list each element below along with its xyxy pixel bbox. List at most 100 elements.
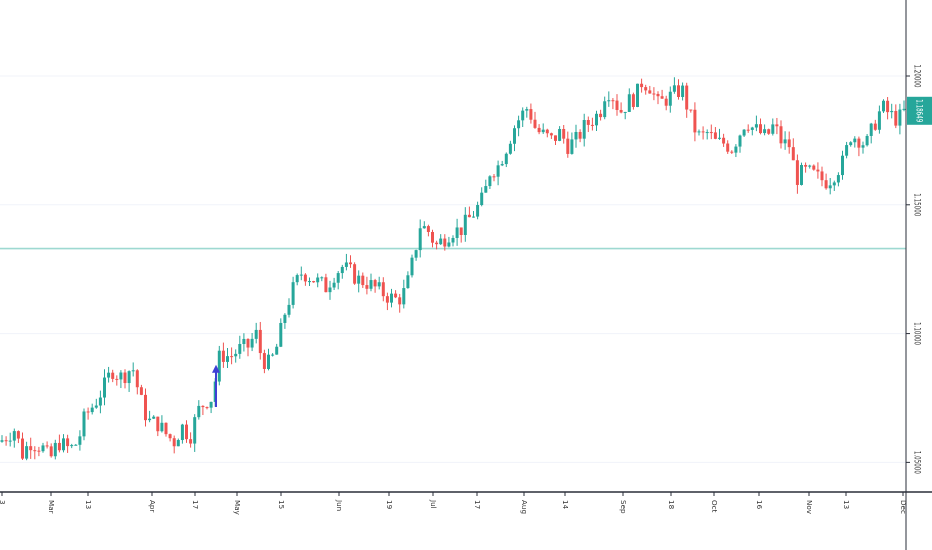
candle-body	[86, 411, 90, 413]
candle-body	[882, 100, 885, 112]
x-tick-label-13: Sep	[619, 500, 627, 514]
candle-body	[832, 182, 836, 186]
candle	[127, 370, 131, 392]
x-tick-label-10: 17	[473, 500, 481, 509]
candle	[287, 298, 291, 318]
candle	[804, 162, 808, 173]
candle	[496, 160, 500, 186]
x-tick-label-19: Dec	[899, 500, 907, 514]
candle	[291, 276, 295, 309]
candle	[172, 435, 176, 454]
candle-body	[783, 139, 787, 144]
candle	[451, 235, 455, 247]
candle-body	[631, 94, 635, 107]
candle-body	[537, 127, 541, 133]
candle	[209, 401, 213, 414]
candle-body	[291, 282, 295, 305]
candle	[693, 102, 697, 142]
candle	[508, 140, 512, 155]
candle-body	[332, 282, 336, 288]
candle-body	[295, 275, 299, 283]
x-tick-label-0: 3	[0, 500, 6, 505]
candle	[853, 136, 857, 148]
candle	[607, 91, 611, 107]
candle	[0, 435, 4, 443]
candle-body	[636, 83, 639, 107]
candle-body	[193, 417, 197, 444]
x-tick-label-8: 19	[385, 500, 393, 509]
candle-body	[365, 285, 369, 289]
candle-body	[135, 370, 139, 388]
candle	[861, 141, 865, 154]
candle	[135, 369, 139, 395]
candle	[238, 335, 242, 359]
candle	[414, 249, 418, 261]
candle-body	[607, 100, 611, 102]
candle-body	[410, 257, 414, 276]
arrow-marker-layer	[212, 364, 220, 407]
candle	[299, 266, 303, 281]
candle-body	[713, 132, 717, 139]
candle-body	[795, 160, 799, 185]
candle-body	[886, 100, 890, 113]
candle-body	[484, 186, 488, 193]
candle-body	[873, 123, 877, 130]
candle-body	[275, 346, 279, 355]
candle-body	[447, 242, 451, 247]
candle-body	[582, 119, 586, 139]
candle-body	[29, 446, 33, 451]
candle-body	[640, 83, 644, 88]
candle-body	[451, 237, 455, 243]
candle	[12, 428, 16, 448]
candle-body	[443, 238, 447, 247]
candle-body	[898, 109, 902, 126]
candle	[139, 384, 143, 396]
candle	[254, 322, 258, 344]
x-tick-label-6: 15	[277, 500, 285, 509]
candle	[459, 227, 463, 243]
candle	[94, 398, 98, 409]
candle-body	[176, 440, 180, 447]
candle	[402, 279, 406, 309]
candle	[500, 160, 504, 167]
candle-body	[730, 151, 734, 153]
candle	[574, 124, 578, 148]
candle	[316, 273, 320, 288]
candle-body	[804, 164, 808, 167]
candle-body	[115, 378, 119, 380]
candle	[886, 97, 890, 120]
candle	[385, 292, 389, 311]
candle	[820, 166, 824, 187]
y-tick-label-0: 1.05000	[912, 451, 923, 474]
candle	[258, 321, 262, 360]
candle	[677, 79, 680, 100]
candle	[841, 150, 844, 180]
candle-body	[98, 397, 102, 406]
candle	[611, 98, 615, 110]
candle-body	[508, 143, 512, 154]
candle-body	[144, 394, 147, 421]
candle-body	[603, 101, 607, 118]
candle-body	[197, 405, 201, 418]
candle	[426, 224, 430, 237]
candle-body	[771, 124, 775, 134]
candle	[562, 124, 566, 144]
candle-body	[262, 353, 266, 369]
candle	[340, 264, 344, 279]
candle-body	[824, 180, 828, 189]
candle	[689, 109, 693, 113]
candle	[62, 434, 65, 453]
candle	[890, 103, 894, 119]
x-tick-label-11: Aug	[520, 500, 528, 514]
candle	[615, 94, 619, 116]
candle-body	[586, 119, 590, 125]
candle-body	[541, 129, 545, 133]
candle-body	[857, 138, 861, 148]
candle-body	[656, 93, 660, 97]
candle	[312, 280, 316, 283]
candle-body	[476, 205, 480, 217]
candle-body	[709, 132, 713, 134]
candle	[480, 187, 484, 207]
